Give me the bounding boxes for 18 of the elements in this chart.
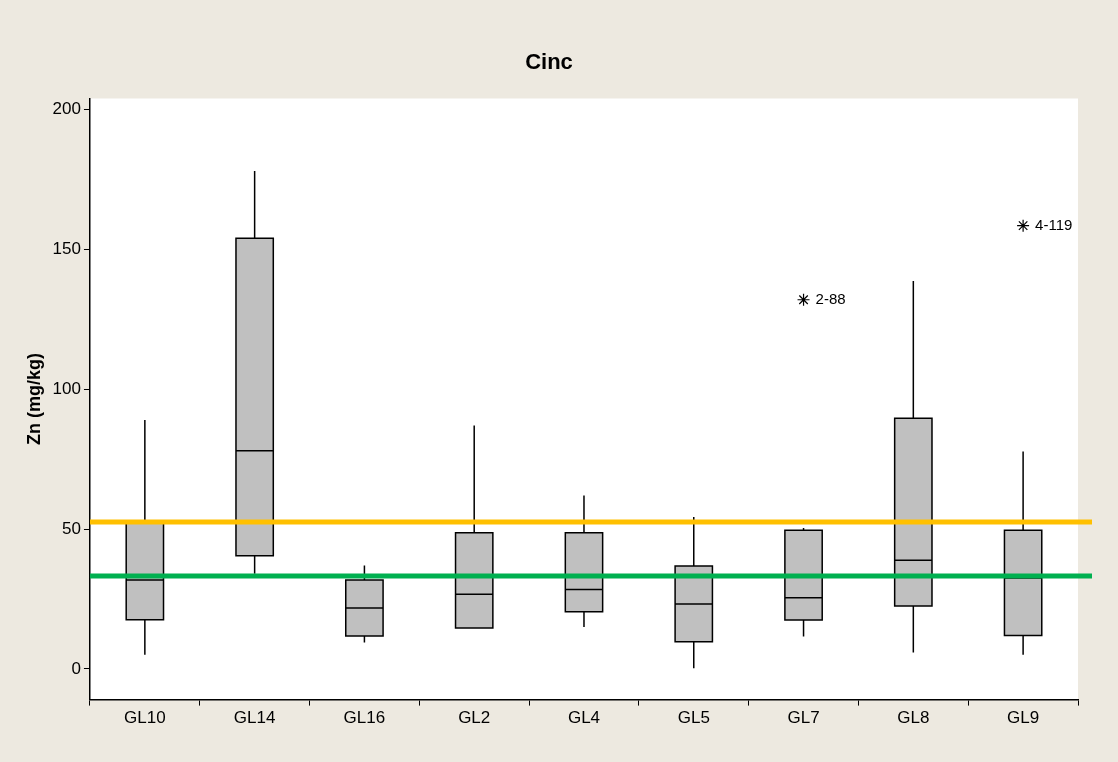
x-tick-label: GL14 bbox=[233, 708, 276, 728]
x-tick-label: GL9 bbox=[1007, 708, 1040, 728]
annotation: 2-88 bbox=[815, 289, 846, 307]
annotation: 4-119 bbox=[1035, 215, 1073, 233]
y-tick-label: 0 bbox=[71, 658, 81, 678]
y-axis-title: Zn (mg/kg) bbox=[23, 353, 44, 445]
y-tick-label: 50 bbox=[62, 518, 81, 538]
x-tick-label: GL16 bbox=[343, 708, 386, 728]
y-tick-label: 200 bbox=[52, 99, 81, 119]
x-tick-label: GL10 bbox=[124, 708, 166, 728]
x-tick-label: GL2 bbox=[458, 708, 491, 728]
y-tick-label: 100 bbox=[52, 378, 81, 398]
y-tick-label: 150 bbox=[52, 239, 81, 259]
x-tick-label: GL5 bbox=[677, 708, 710, 728]
chart-title: Cinc bbox=[525, 49, 573, 75]
x-tick-label: GL7 bbox=[787, 708, 820, 728]
x-tick-label: GL4 bbox=[567, 708, 601, 728]
x-tick-label: GL8 bbox=[897, 708, 930, 728]
